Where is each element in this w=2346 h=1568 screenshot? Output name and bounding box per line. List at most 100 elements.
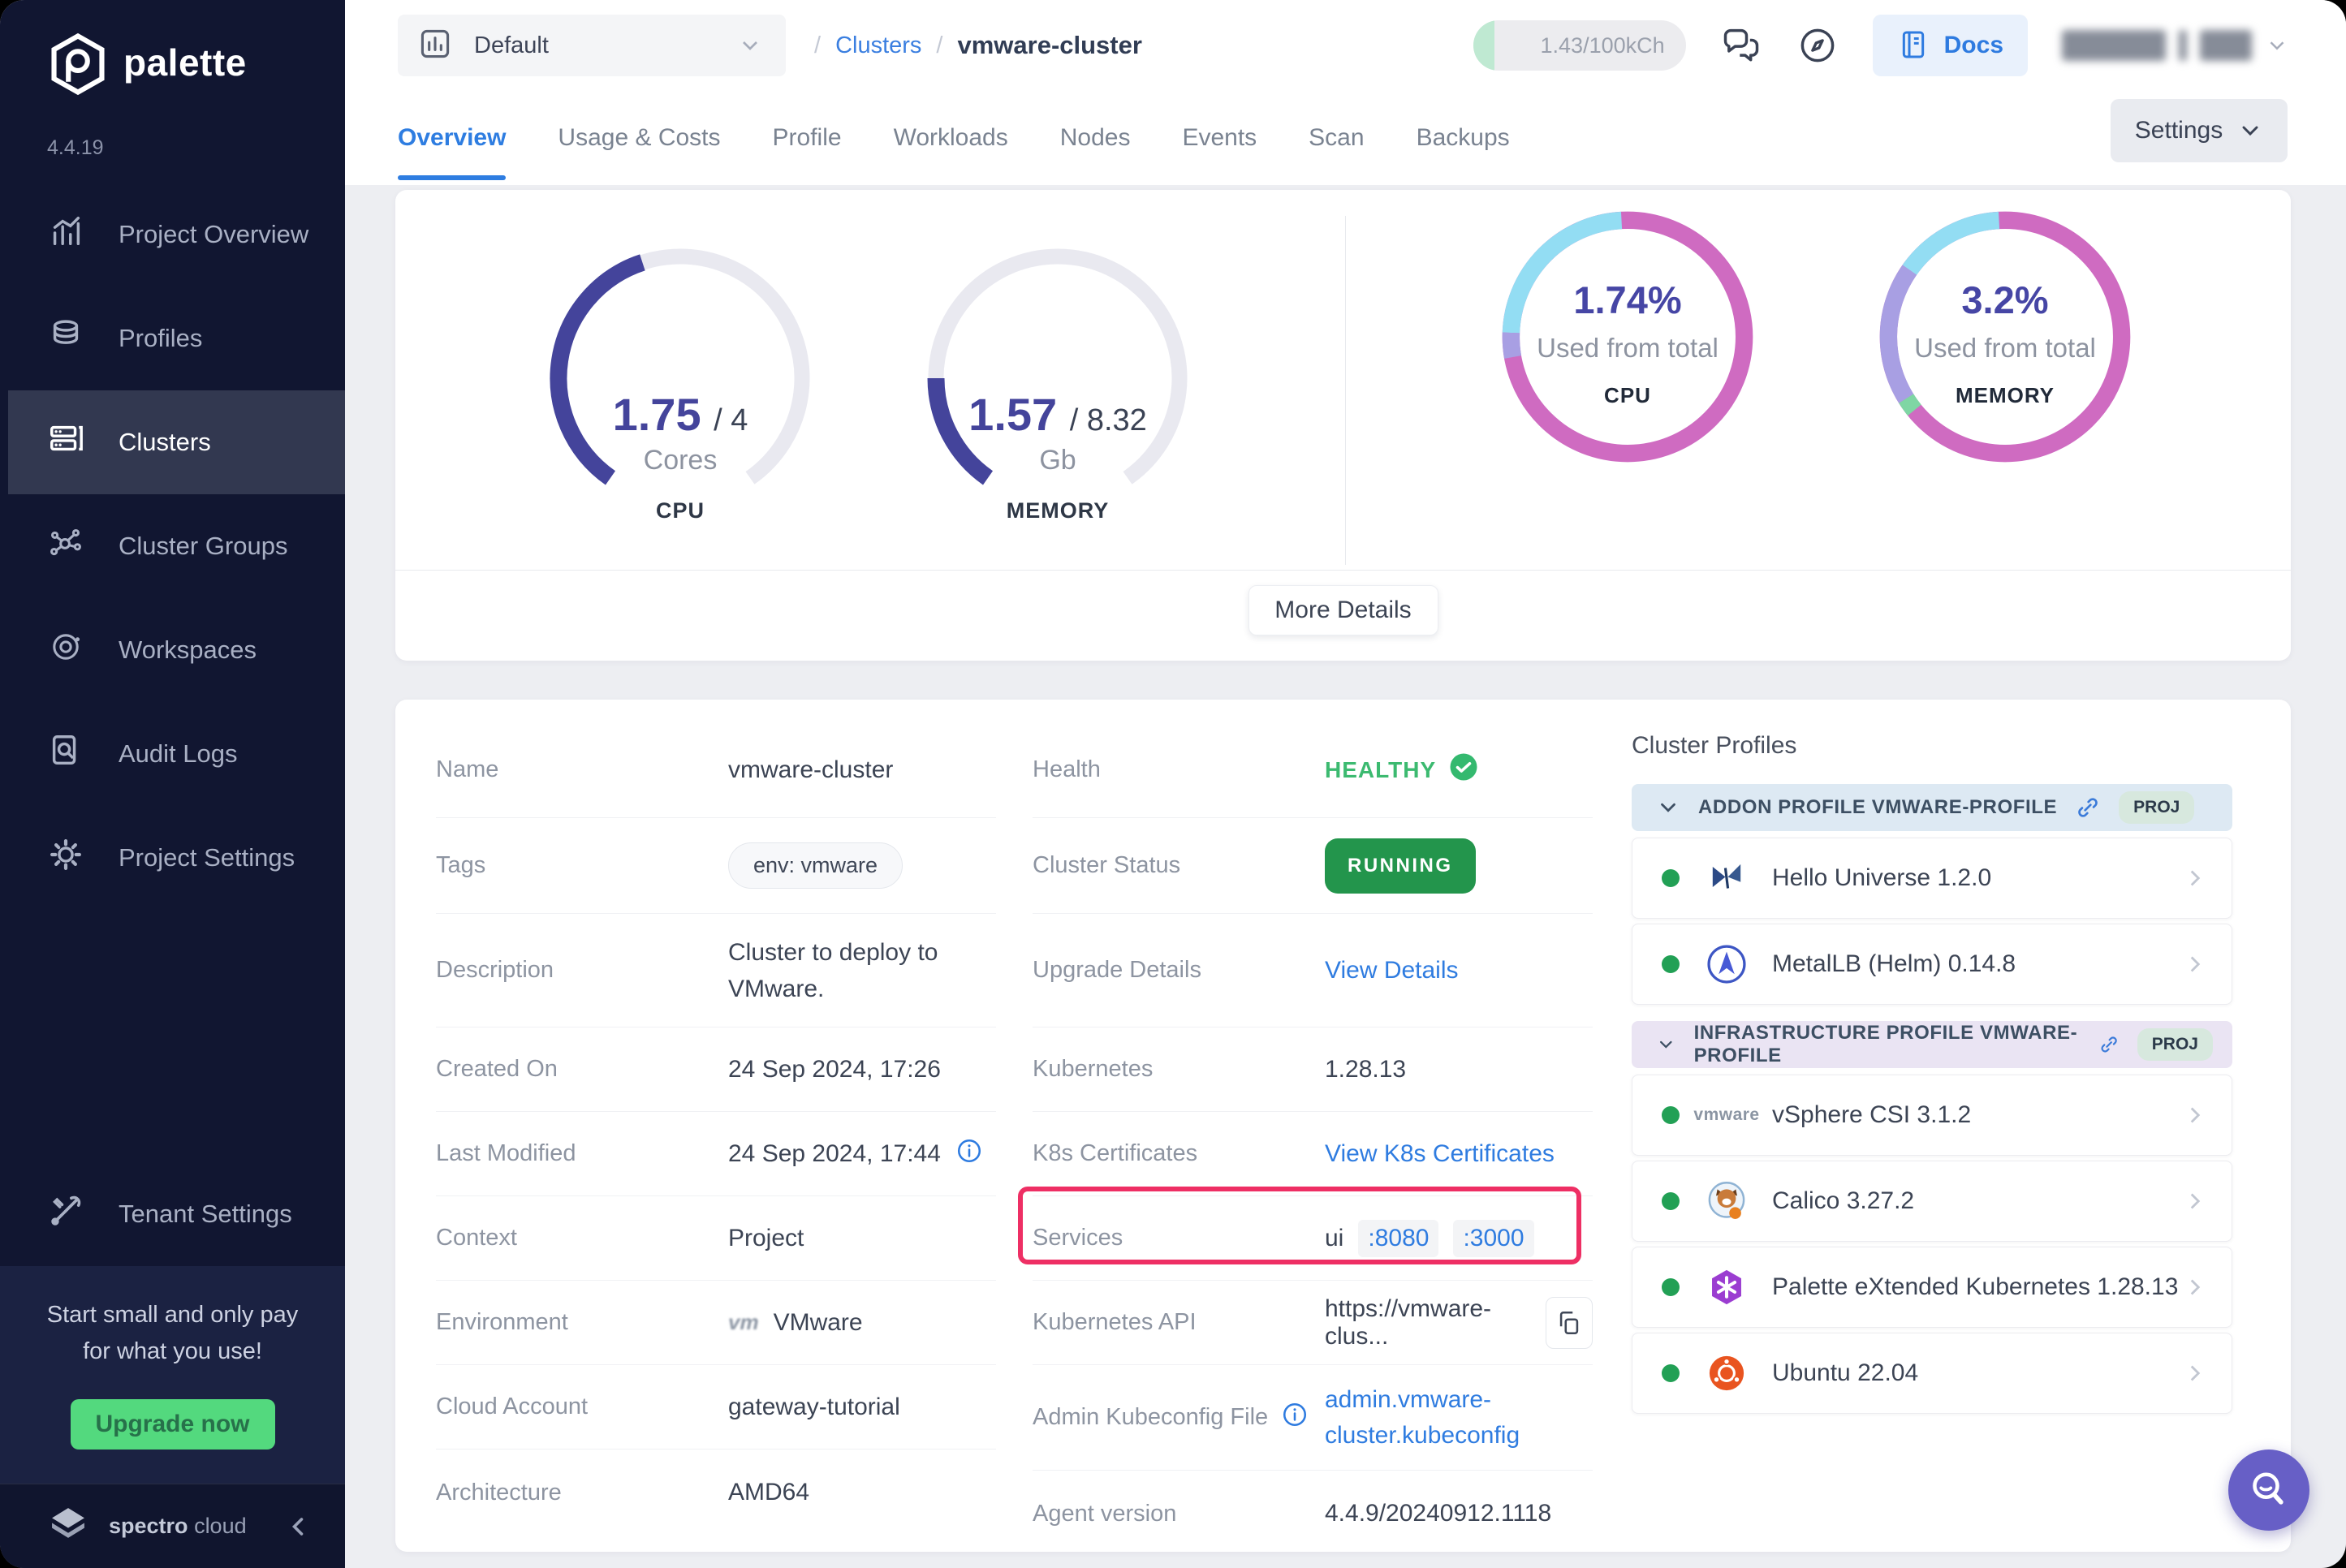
docs-button[interactable]: Docs: [1873, 15, 2028, 76]
profile-item-palette-extended-kubernetes[interactable]: Palette eXtended Kubernetes 1.28.13: [1632, 1247, 2232, 1328]
servers-icon: [47, 420, 84, 464]
sidebar-item-profiles[interactable]: Profiles: [8, 286, 345, 390]
metallb-icon: [1704, 943, 1749, 985]
memory-unit: Gb: [920, 445, 1196, 476]
memory-usage-caption: Used from total: [1871, 333, 2139, 364]
project-selector[interactable]: Default: [398, 15, 786, 76]
link-icon: [2075, 795, 2101, 821]
service-name: ui: [1325, 1225, 1343, 1252]
breadcrumb-clusters-link[interactable]: Clusters: [835, 32, 921, 59]
tab-backups[interactable]: Backups: [1417, 91, 1510, 185]
cloud-account-value: gateway-tutorial: [728, 1394, 900, 1421]
cpu-usage-label: CPU: [1494, 383, 1762, 408]
sidebar-item-label: Audit Logs: [119, 739, 238, 769]
cluster-profiles-title: Cluster Profiles: [1632, 732, 2232, 760]
info-icon[interactable]: [955, 1137, 983, 1171]
sidebar-item-clusters[interactable]: Clusters: [8, 390, 345, 494]
detail-row-health: Health HEALTHY: [1033, 722, 1593, 818]
infrastructure-profile-header[interactable]: INFRASTRUCTURE PROFILE VMWARE-PROFILE PR…: [1632, 1021, 2232, 1068]
sidebar-item-audit-logs[interactable]: Audit Logs: [8, 702, 345, 806]
service-port-3000-link[interactable]: :3000: [1453, 1220, 1533, 1257]
info-icon[interactable]: [1281, 1401, 1309, 1435]
detail-row-tags: Tags env: vmware: [436, 818, 996, 914]
app-window: palette 4.4.19 Project Overview: [0, 0, 2346, 1568]
profile-item-calico[interactable]: Calico 3.27.2: [1632, 1161, 2232, 1242]
cluster-name-value: vmware-cluster: [728, 756, 893, 784]
tab-workloads[interactable]: Workloads: [894, 91, 1008, 185]
sidebar-item-cluster-groups[interactable]: Cluster Groups: [8, 494, 345, 598]
chevron-right-icon: [2181, 1187, 2209, 1215]
profile-item-metallb[interactable]: MetalLB (Helm) 0.14.8: [1632, 924, 2232, 1005]
detail-row-modified: Last Modified 24 Sep 2024, 17:44: [436, 1112, 996, 1196]
tag-chip: env: vmware: [728, 842, 903, 889]
brand-name: palette: [123, 41, 247, 84]
detail-row-kubernetes: Kubernetes 1.28.13: [1033, 1027, 1593, 1112]
project-scope-badge: PROJ: [2119, 791, 2194, 824]
sidebar-item-label: Profiles: [119, 324, 202, 353]
network-icon: [47, 524, 84, 568]
sidebar-item-tenant-settings[interactable]: Tenant Settings: [8, 1162, 345, 1266]
chat-icon[interactable]: [1720, 24, 1762, 67]
breadcrumb-separator: /: [814, 32, 821, 59]
chevron-down-icon: [1656, 795, 1680, 820]
app-version: 4.4.19: [47, 136, 104, 160]
detail-row-environment: Environment vm VMware: [436, 1281, 996, 1365]
divider: [395, 570, 2291, 571]
vmware-logo-icon: vm: [728, 1310, 759, 1335]
addon-profile-header[interactable]: ADDON PROFILE VMWARE-PROFILE PROJ: [1632, 784, 2232, 831]
palette-xk-icon: [1704, 1267, 1749, 1307]
tab-overview[interactable]: Overview: [398, 91, 506, 185]
upgrade-promo: Start small and only pay for what you us…: [0, 1266, 345, 1484]
service-port-8080-link[interactable]: :8080: [1358, 1220, 1438, 1257]
kubeconfig-download-link[interactable]: admin.vmware-cluster.kubeconfig: [1325, 1382, 1605, 1453]
spectro-cloud-logo-icon: [47, 1506, 89, 1547]
tab-profile[interactable]: Profile: [773, 91, 842, 185]
view-details-link[interactable]: View Details: [1325, 957, 1459, 984]
chevron-down-icon: [2265, 33, 2289, 58]
ubuntu-icon: [1704, 1353, 1749, 1394]
user-name-redacted: [2179, 30, 2187, 61]
profile-item-ubuntu[interactable]: Ubuntu 22.04: [1632, 1333, 2232, 1414]
more-details-button[interactable]: More Details: [1248, 585, 1438, 635]
detail-row-services: Services ui :8080 :3000: [1033, 1196, 1593, 1281]
description-value: Cluster to deploy to VMware.: [728, 934, 996, 1007]
chevron-right-icon: [2181, 1101, 2209, 1129]
sidebar-item-project-settings[interactable]: Project Settings: [8, 806, 345, 910]
cluster-profiles-panel: Cluster Profiles ADDON PROFILE VMWARE-PR…: [1632, 732, 2232, 1419]
book-icon: [1897, 28, 1930, 63]
user-menu[interactable]: [2062, 30, 2289, 61]
chevron-right-icon: [2181, 1273, 2209, 1301]
check-circle-icon: [1449, 752, 1478, 787]
cpu-unit: Cores: [542, 445, 818, 476]
tools-icon: [47, 1192, 84, 1236]
divider: [1345, 216, 1346, 565]
vmware-icon: vmware: [1704, 1105, 1749, 1125]
sidebar-nav: Project Overview Profiles: [0, 183, 345, 910]
view-k8s-certificates-link[interactable]: View K8s Certificates: [1325, 1140, 1555, 1168]
detail-row-cloud-account: Cloud Account gateway-tutorial: [436, 1365, 996, 1450]
status-badge[interactable]: RUNNING: [1325, 838, 1476, 894]
status-dot-icon: [1662, 869, 1680, 887]
sidebar-item-workspaces[interactable]: Workspaces: [8, 598, 345, 702]
sidebar-item-project-overview[interactable]: Project Overview: [8, 183, 345, 286]
compass-icon[interactable]: [1796, 24, 1839, 67]
sidebar-collapse-button[interactable]: [283, 1512, 313, 1541]
profile-item-hello-universe[interactable]: Hello Universe 1.2.0: [1632, 838, 2232, 919]
copy-button[interactable]: [1546, 1297, 1593, 1349]
cpu-usage-donut: 1.74% Used from total CPU: [1494, 203, 1762, 471]
calico-icon: [1704, 1180, 1749, 1222]
tab-scan[interactable]: Scan: [1309, 91, 1364, 185]
search-help-fab[interactable]: [2228, 1450, 2309, 1531]
details-left-column: Name vmware-cluster Tags env: vmware Des…: [436, 722, 996, 1536]
profile-item-vsphere-csi[interactable]: vmware vSphere CSI 3.1.2: [1632, 1075, 2232, 1156]
tab-events[interactable]: Events: [1182, 91, 1257, 185]
context-value: Project: [728, 1225, 804, 1252]
settings-button[interactable]: Settings: [2111, 99, 2288, 162]
tab-nodes[interactable]: Nodes: [1060, 91, 1131, 185]
upgrade-now-button[interactable]: Upgrade now: [71, 1399, 275, 1450]
tab-usage-costs[interactable]: Usage & Costs: [558, 91, 720, 185]
environment-value: VMware: [774, 1309, 863, 1337]
link-icon: [2098, 1032, 2120, 1058]
kubernetes-api-value: https://vmware-clus...: [1325, 1295, 1531, 1350]
cluster-details-card: Name vmware-cluster Tags env: vmware Des…: [395, 700, 2291, 1552]
